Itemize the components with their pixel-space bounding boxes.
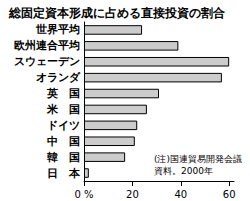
svg-text:韓 国: 韓 国	[47, 151, 80, 164]
svg-text:中 国: 中 国	[47, 135, 80, 148]
svg-text:日 本: 日 本	[47, 167, 81, 180]
svg-text:20: 20	[126, 189, 139, 200]
svg-text:(注)国連貿易開発会議: (注)国連貿易開発会議	[154, 154, 242, 164]
svg-text:オランダ: オランダ	[36, 71, 81, 84]
svg-text:世界平均: 世界平均	[35, 23, 80, 36]
svg-text:英 国: 英 国	[46, 87, 80, 100]
svg-text:0 %: 0 %	[74, 189, 93, 200]
svg-text:欧州連合平均: 欧州連合平均	[14, 39, 80, 52]
svg-text:40: 40	[174, 189, 187, 200]
svg-text:60: 60	[223, 189, 236, 200]
svg-text:ドイツ: ドイツ	[47, 119, 80, 132]
svg-text:資料。2000年: 資料。2000年	[154, 166, 213, 176]
svg-text:米 国: 米 国	[46, 103, 80, 116]
svg-text:スウェーデン: スウェーデン	[14, 55, 80, 68]
svg-text:総固定資本形成に占める直接投資の割合: 総固定資本形成に占める直接投資の割合	[8, 6, 226, 20]
